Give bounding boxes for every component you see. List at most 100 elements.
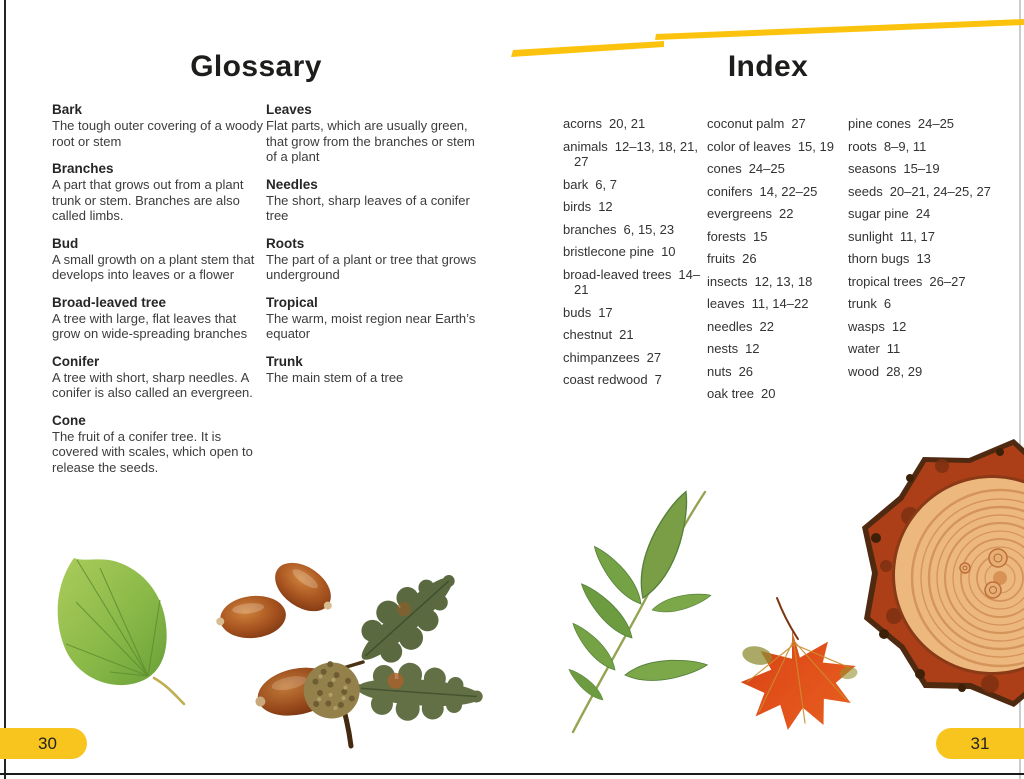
index-pages: 6	[883, 296, 892, 311]
index-entry: animals 12–13, 18, 21, 27	[563, 139, 703, 170]
index-entry: sunlight 11, 17	[848, 229, 1008, 245]
index-entry: forests 15	[707, 229, 849, 245]
index-term: insects	[707, 273, 748, 289]
index-entry: chestnut 21	[563, 327, 703, 343]
index-column-2: coconut palm 27 color of leaves 15, 19 con…	[707, 116, 849, 409]
glossary-column-1: Bark The tough outer covering of a woody…	[52, 101, 264, 486]
glossary-entry: Bud A small growth on a plant stem that …	[52, 235, 264, 283]
glossary-entry: Broad-leaved tree A tree with large, fla…	[52, 294, 264, 342]
index-term: oak tree	[707, 386, 754, 401]
glossary-column-2: Leaves Flat parts, which are usually gre…	[266, 101, 484, 396]
acorns-image	[216, 562, 332, 639]
page-number-right: 31	[936, 728, 1024, 759]
index-entry: roots 8–9, 11	[848, 139, 1008, 155]
page-edge-left	[4, 0, 6, 779]
index-term: broad-leaved trees	[563, 266, 672, 282]
index-pages: 11, 14–22	[751, 296, 809, 311]
index-entry: sugar pine 24	[848, 206, 1008, 222]
index-term: nuts	[707, 363, 732, 379]
index-entry: seeds 20–21, 24–25, 27	[848, 184, 1008, 200]
glossary-definition: The warm, moist region near Earth’s equa…	[266, 310, 476, 342]
index-entry: insects 12, 13, 18	[707, 274, 849, 290]
index-entry: nuts 26	[707, 364, 849, 380]
glossary-term: Cone	[52, 412, 86, 428]
index-term: roots	[848, 138, 877, 154]
index-pages: 12	[891, 318, 907, 334]
index-entry: water 11	[848, 341, 1008, 357]
index-pages: 11, 17	[899, 228, 935, 244]
index-pages: 11	[886, 341, 901, 356]
index-term: birds	[563, 199, 592, 214]
index-term: cones	[707, 161, 742, 176]
index-term: conifers	[707, 183, 753, 199]
index-pages: 15	[753, 228, 768, 244]
index-pages: 12	[598, 199, 613, 214]
index-term: needles	[707, 318, 753, 334]
glossary-term: Broad-leaved tree	[52, 294, 167, 310]
index-entry: buds 17	[563, 305, 703, 321]
page-edge-bottom	[0, 773, 1024, 775]
index-pages: 28, 29	[886, 363, 923, 379]
oak-sprig-image	[255, 575, 483, 749]
index-entry: leaves 11, 14–22	[707, 296, 849, 312]
index-entry: color of leaves 15, 19	[707, 139, 849, 155]
index-term: bark	[563, 176, 589, 192]
page-number-left: 30	[0, 728, 87, 759]
index-entry: coast redwood 7	[563, 372, 703, 388]
index-entry: evergreens 22	[707, 206, 849, 222]
index-column-3: pine cones 24–25 roots 8–9, 11 seasons 15–1…	[848, 116, 1008, 386]
index-pages: 10	[661, 244, 676, 259]
index-entry: bark 6, 7	[563, 177, 703, 193]
maple-leaf-image	[740, 597, 858, 731]
index-entry: nests 12	[707, 341, 849, 357]
glossary-definition: A tree with short, sharp needles. A coni…	[52, 369, 253, 401]
index-pages: 27	[646, 349, 662, 365]
index-pages: 15–19	[903, 161, 940, 176]
glossary-term: Bark	[52, 102, 83, 117]
index-pages: 12, 13, 18	[754, 273, 813, 289]
index-entry: needles 22	[707, 319, 849, 335]
index-term: trunk	[848, 296, 877, 311]
log-slice-image	[862, 439, 1024, 707]
index-entry: wasps 12	[848, 319, 1008, 335]
glossary-term: Needles	[266, 176, 318, 192]
glossary-term: Roots	[266, 235, 305, 251]
index-pages: 26–27	[929, 273, 966, 289]
index-term: thorn bugs	[848, 251, 910, 266]
index-pages: 24–25	[748, 161, 785, 176]
index-entry: wood 28, 29	[848, 364, 1008, 380]
glossary-entry: Tropical The warm, moist region near Ear…	[266, 294, 484, 342]
glossary-entry: Needles The short, sharp leaves of a con…	[266, 176, 484, 224]
index-term: sugar pine	[848, 206, 909, 221]
glossary-entry: Trunk The main stem of a tree	[266, 353, 484, 386]
index-pages: 15, 19	[797, 138, 834, 154]
index-term: bristlecone pine	[563, 244, 655, 259]
glossary-entry: Roots The part of a plant or tree that g…	[266, 235, 484, 283]
index-pages: 7	[654, 372, 662, 387]
index-entry: coconut palm 27	[707, 116, 849, 132]
index-entry: branches 6, 15, 23	[563, 222, 703, 238]
index-term: pine cones	[848, 116, 911, 131]
page-number-label: 31	[970, 733, 990, 753]
index-term: chestnut	[563, 327, 613, 342]
index-pages: 13	[916, 251, 931, 266]
page-edge-right	[1019, 0, 1021, 779]
glossary-page-title: Glossary	[190, 50, 322, 83]
index-term: animals	[563, 138, 608, 154]
index-term: seeds	[848, 183, 883, 199]
index-term: wasps	[848, 318, 885, 334]
glossary-term: Bud	[52, 235, 79, 251]
glossary-definition: The main stem of a tree	[266, 369, 404, 385]
index-term: acorns	[563, 116, 603, 131]
index-term: water	[848, 341, 880, 356]
glossary-definition: A small growth on a plant stem that deve…	[52, 251, 255, 283]
index-pages: 6, 15, 23	[623, 221, 675, 237]
glossary-definition: The short, sharp leaves of a conifer tre…	[266, 192, 470, 224]
index-pages: 24–25	[917, 116, 955, 131]
index-term: coconut palm	[707, 116, 785, 131]
glossary-term: Leaves	[266, 102, 312, 117]
index-term: sunlight	[848, 228, 893, 244]
glossary-definition: A part that grows out from a plant trunk…	[52, 177, 244, 223]
index-pages: 20–21, 24–25, 27	[889, 183, 991, 199]
index-term: wood	[848, 363, 880, 379]
